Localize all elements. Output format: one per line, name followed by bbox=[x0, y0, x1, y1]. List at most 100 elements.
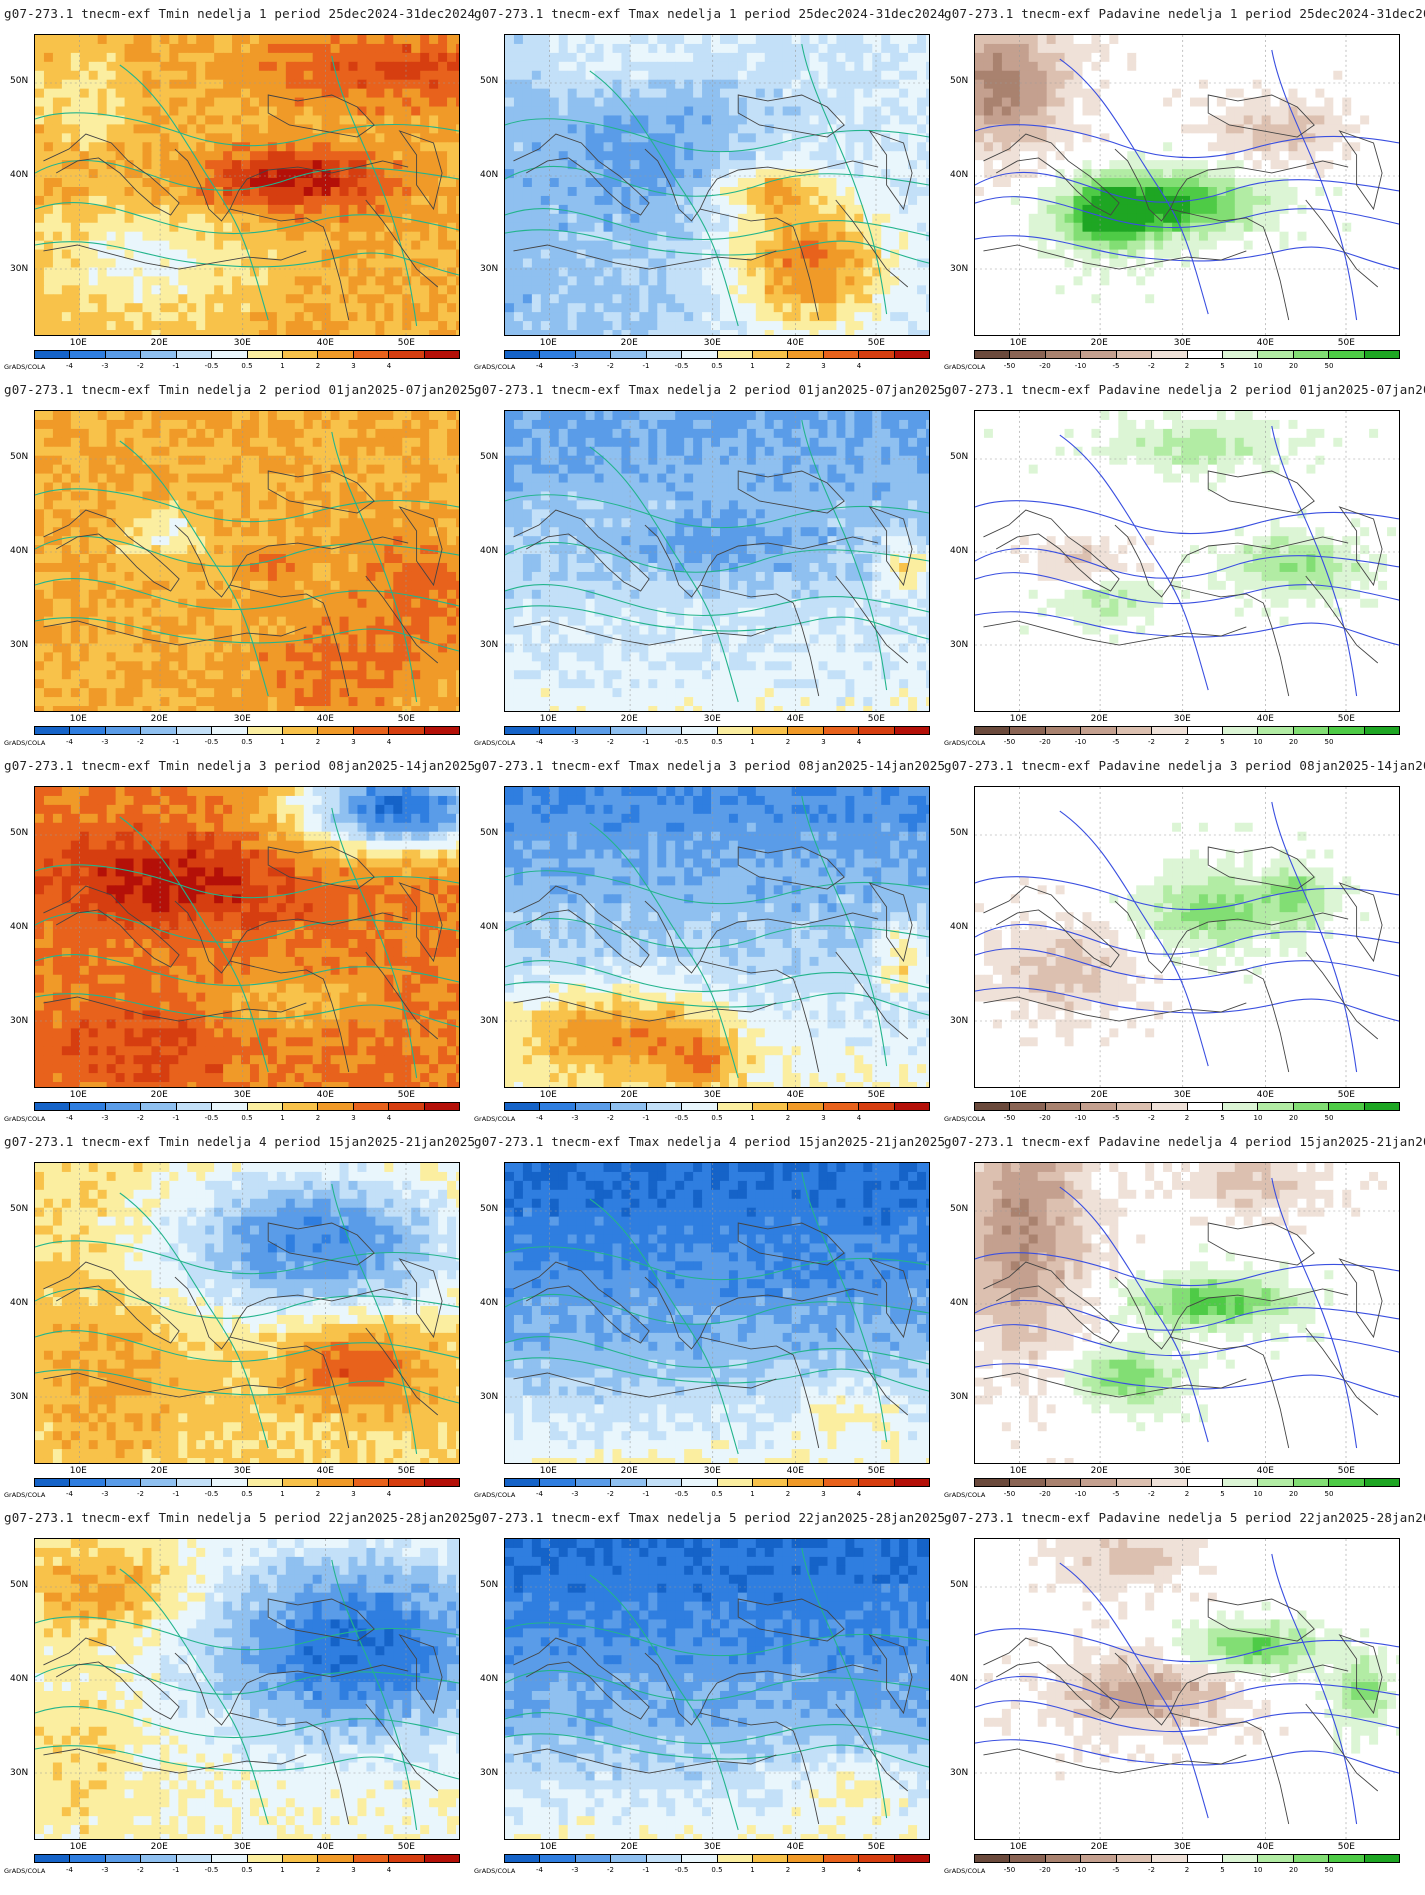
legend-tick-label: -1 bbox=[173, 1114, 180, 1122]
grads-credit: GrADS/COLA bbox=[4, 739, 45, 747]
map-panel: g07-273.1 tnecm-exf Padavine nedelja 2 p… bbox=[940, 382, 1425, 760]
color-legend: GrADS/COLA -50 -20 -10 -5 -2 2 5 10 20 50 bbox=[944, 350, 1400, 376]
longitude-label: 20E bbox=[621, 1842, 638, 1852]
latitude-label: 40N bbox=[480, 546, 498, 556]
legend-swatch bbox=[894, 1479, 930, 1486]
color-legend: GrADS/COLA -50 -20 -10 -5 -2 2 5 10 20 50 bbox=[944, 1478, 1400, 1504]
latitude-label: 40N bbox=[10, 170, 28, 180]
legend-tick-label: 3 bbox=[351, 362, 355, 370]
legend-swatch bbox=[212, 1103, 248, 1110]
legend-swatch bbox=[1187, 351, 1223, 358]
longitude-label: 40E bbox=[787, 1842, 804, 1852]
anomaly-field bbox=[505, 787, 929, 1087]
legend-swatch bbox=[212, 351, 248, 358]
legend-swatch bbox=[353, 1103, 390, 1110]
legend-swatch bbox=[859, 1103, 895, 1110]
longitude-label: 50E bbox=[398, 1842, 415, 1852]
legend-swatch bbox=[752, 1855, 789, 1862]
legend-swatch bbox=[575, 1103, 612, 1110]
legend-swatch bbox=[1152, 351, 1188, 358]
legend-swatch bbox=[1045, 1103, 1082, 1110]
panel-title: g07-273.1 tnecm-exf Padavine nedelja 2 p… bbox=[944, 382, 1425, 397]
legend-tick-label: -2 bbox=[137, 738, 144, 746]
legend-tick-label: -0.5 bbox=[675, 1490, 689, 1498]
longitude-label: 40E bbox=[317, 1466, 334, 1476]
legend-tick-label: 2 bbox=[316, 738, 320, 746]
legend-swatch bbox=[353, 351, 390, 358]
legend-swatch bbox=[752, 1103, 789, 1110]
legend-swatch bbox=[424, 351, 460, 358]
legend-tick-label: -4 bbox=[536, 362, 543, 370]
legend-tick-label: 50 bbox=[1325, 1490, 1334, 1498]
map-frame bbox=[974, 34, 1400, 336]
legend-tick-label: -4 bbox=[66, 1114, 73, 1122]
panel-title: g07-273.1 tnecm-exf Padavine nedelja 3 p… bbox=[944, 758, 1425, 773]
longitude-label: 40E bbox=[787, 1466, 804, 1476]
legend-tick-label: -3 bbox=[102, 1866, 109, 1874]
longitude-label: 30E bbox=[704, 1842, 721, 1852]
legend-tick-label: -50 bbox=[1004, 738, 1015, 746]
legend-swatch bbox=[788, 1479, 824, 1486]
legend-swatch bbox=[1010, 1479, 1046, 1486]
map-panel: g07-273.1 tnecm-exf Tmin nedelja 3 perio… bbox=[0, 758, 475, 1136]
latitude-label: 30N bbox=[950, 1768, 968, 1778]
legend-tick-label: -50 bbox=[1004, 1114, 1015, 1122]
legend-tick-label: -2 bbox=[137, 1866, 144, 1874]
color-legend: GrADS/COLA -4 -3 -2 -1 -0.5 0.5 1 2 3 4 bbox=[4, 1478, 460, 1504]
longitude-label: 10E bbox=[540, 1842, 557, 1852]
longitude-label: 40E bbox=[1257, 1466, 1274, 1476]
latitude-label: 50N bbox=[950, 1204, 968, 1214]
legend-swatch bbox=[1222, 727, 1259, 734]
legend-swatch bbox=[575, 1855, 612, 1862]
latitude-label: 50N bbox=[480, 828, 498, 838]
anomaly-field bbox=[505, 1539, 929, 1839]
legend-tick-label: -0.5 bbox=[675, 362, 689, 370]
anomaly-field bbox=[505, 1163, 929, 1463]
legend-tick-label: 4 bbox=[857, 1490, 861, 1498]
latitude-label: 50N bbox=[950, 828, 968, 838]
legend-tick-label: 20 bbox=[1289, 1114, 1298, 1122]
legend-swatch bbox=[1045, 1479, 1082, 1486]
color-legend: GrADS/COLA -4 -3 -2 -1 -0.5 0.5 1 2 3 4 bbox=[4, 1854, 460, 1880]
legend-tick-label: -3 bbox=[102, 738, 109, 746]
legend-swatch bbox=[859, 1479, 895, 1486]
legend-tick-label: 2 bbox=[1185, 362, 1189, 370]
longitude-label: 20E bbox=[1091, 1842, 1108, 1852]
longitude-label: 30E bbox=[234, 1090, 251, 1100]
legend-swatch bbox=[1364, 1855, 1400, 1862]
latitude-label: 30N bbox=[10, 640, 28, 650]
latitude-label: 30N bbox=[950, 1392, 968, 1402]
latitude-label: 50N bbox=[480, 1204, 498, 1214]
legend-swatch bbox=[975, 727, 1011, 734]
legend-bar bbox=[504, 350, 930, 359]
legend-swatch bbox=[1116, 1479, 1153, 1486]
legend-swatch bbox=[424, 1855, 460, 1862]
legend-bar bbox=[504, 1102, 930, 1111]
legend-tick-label: -20 bbox=[1039, 1490, 1050, 1498]
anomaly-field bbox=[35, 1163, 459, 1463]
legend-swatch bbox=[1329, 1103, 1365, 1110]
legend-swatch bbox=[70, 1479, 106, 1486]
panel-title: g07-273.1 tnecm-exf Tmax nedelja 1 perio… bbox=[474, 6, 945, 21]
legend-swatch bbox=[105, 351, 142, 358]
legend-swatch bbox=[646, 1103, 683, 1110]
legend-swatch bbox=[212, 727, 248, 734]
legend-tick-label: 10 bbox=[1254, 738, 1263, 746]
map-panel: g07-273.1 tnecm-exf Padavine nedelja 3 p… bbox=[940, 758, 1425, 1136]
legend-tick-label: 1 bbox=[280, 362, 284, 370]
legend-swatch bbox=[35, 1855, 71, 1862]
legend-tick-label: -3 bbox=[102, 1114, 109, 1122]
legend-bar bbox=[34, 1102, 460, 1111]
legend-tick-label: -0.5 bbox=[205, 1866, 219, 1874]
legend-tick-label: -50 bbox=[1004, 1866, 1015, 1874]
map-frame bbox=[504, 34, 930, 336]
legend-swatch bbox=[540, 1103, 576, 1110]
legend-swatch bbox=[1152, 1855, 1188, 1862]
legend-swatch bbox=[105, 1103, 142, 1110]
legend-tick-label: 2 bbox=[1185, 1866, 1189, 1874]
legend-tick-label: 2 bbox=[1185, 738, 1189, 746]
longitude-label: 30E bbox=[234, 1842, 251, 1852]
map-frame bbox=[974, 1162, 1400, 1464]
legend-tick-label: -0.5 bbox=[205, 362, 219, 370]
legend-tick-label: -50 bbox=[1004, 362, 1015, 370]
